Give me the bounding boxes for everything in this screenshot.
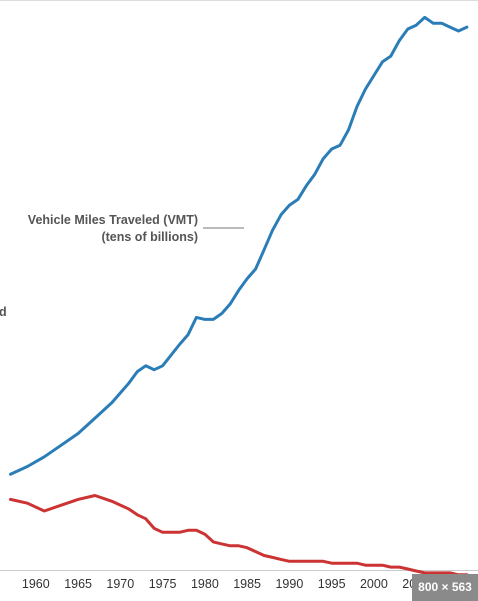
x-tick-label: 1970 xyxy=(106,577,134,591)
vmt-series-line xyxy=(9,15,469,476)
x-tick-label: 1960 xyxy=(22,577,50,591)
x-tick-label: 1985 xyxy=(233,577,261,591)
x-tick-label: 1975 xyxy=(149,577,177,591)
x-tick-label: 2000 xyxy=(360,577,388,591)
red-series-line xyxy=(9,494,469,577)
series-layer xyxy=(9,15,469,577)
partial-series-label: d xyxy=(0,305,7,319)
x-tick-label: 1980 xyxy=(191,577,219,591)
x-tick-label: 1990 xyxy=(275,577,303,591)
x-tick-label: 1995 xyxy=(318,577,346,591)
vmt-annotation-line2: (tens of billions) xyxy=(101,230,198,244)
x-tick-layer: 1960196519701975198019851990199520002005… xyxy=(22,577,473,591)
vmt-annotation-line1: Vehicle Miles Traveled (VMT) xyxy=(28,213,198,227)
image-size-badge: 800 × 563 xyxy=(412,574,478,601)
x-tick-label: 1965 xyxy=(64,577,92,591)
